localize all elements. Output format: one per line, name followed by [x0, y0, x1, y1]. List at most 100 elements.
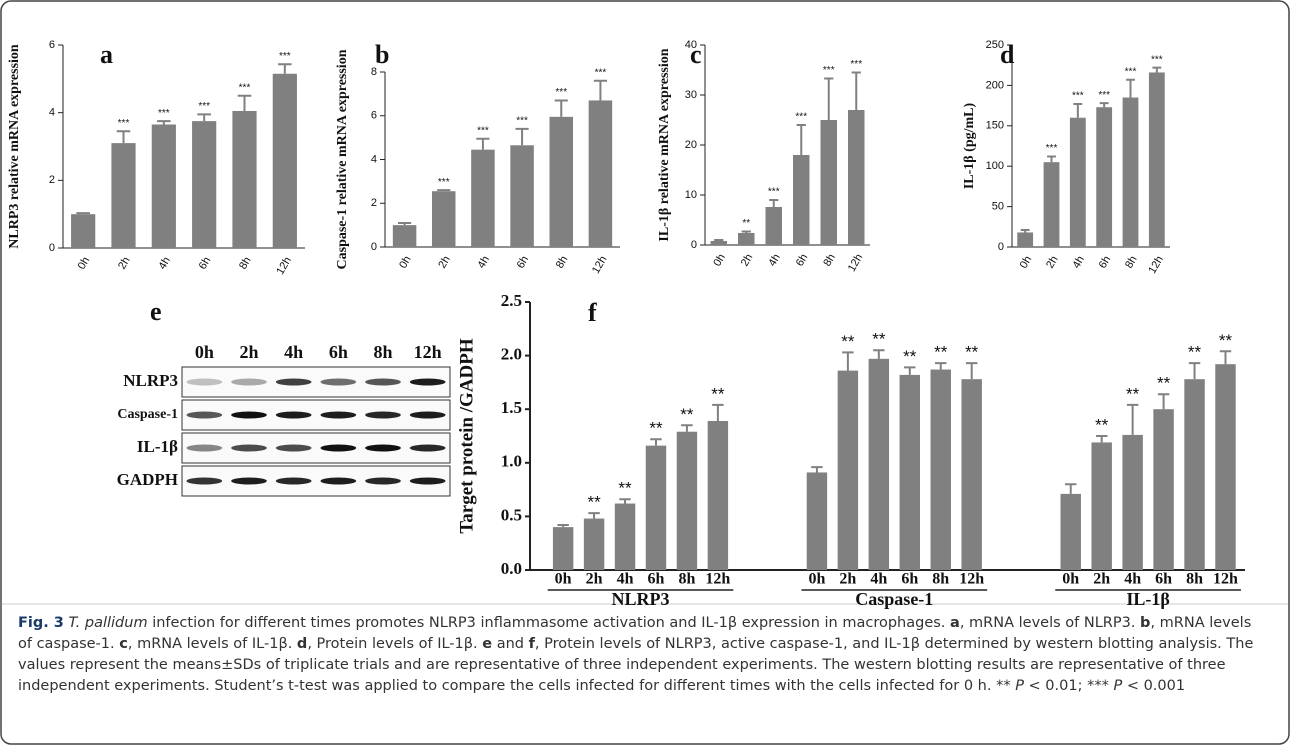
x-tick-label: 12h — [846, 252, 866, 274]
error-bar — [557, 525, 568, 527]
significance-label: ** — [872, 330, 886, 349]
significance-label: ** — [965, 343, 979, 362]
blot-band — [365, 478, 401, 485]
x-tick-label: 6h — [1097, 254, 1114, 271]
y-tick-label: 2 — [371, 197, 377, 209]
x-tick-label: 6h — [1155, 571, 1172, 588]
y-tick-label: 2.5 — [501, 291, 522, 310]
significance-label: ** — [1188, 343, 1202, 362]
significance-label: *** — [555, 87, 567, 98]
caption-text: < 0.001 — [1127, 678, 1185, 694]
x-tick-label: 4h — [870, 571, 887, 588]
significance-label: *** — [158, 108, 170, 119]
x-tick-label: 2h — [586, 571, 603, 588]
bar — [510, 145, 534, 247]
error-bar — [1158, 394, 1169, 409]
y-tick-label: 6 — [371, 110, 377, 122]
blot-band — [320, 379, 356, 386]
error-bar — [157, 121, 171, 124]
panel-label: e — [150, 297, 162, 326]
y-tick-label: 200 — [986, 79, 1004, 91]
blot-strip — [182, 400, 450, 430]
y-tick-label: 1.0 — [501, 452, 522, 471]
x-tick-label: 0h — [1062, 571, 1079, 588]
blot-band — [410, 445, 446, 452]
significance-label: ** — [680, 405, 694, 424]
row-label: GADPH — [117, 470, 178, 489]
x-tick-label: 12h — [590, 254, 610, 276]
significance-label: *** — [279, 51, 291, 62]
error-bar — [476, 139, 489, 150]
significance-label: ** — [903, 347, 917, 366]
group-label: Caspase-1 — [855, 589, 933, 609]
blot-band — [186, 478, 222, 485]
caption-italic: P — [1015, 678, 1024, 694]
bar — [711, 241, 728, 245]
significance-label: ** — [1157, 374, 1171, 393]
y-tick-label: 50 — [992, 201, 1004, 213]
error-bar — [76, 213, 90, 214]
lane-label: 6h — [329, 342, 348, 362]
significance-label: ** — [1095, 415, 1109, 434]
bar — [807, 472, 827, 570]
y-tick-label: 4 — [49, 107, 55, 119]
x-tick-label: 0h — [76, 255, 93, 272]
panel-label: d — [1000, 40, 1015, 69]
caption-text: , Protein levels of IL-1β. — [307, 636, 477, 652]
caption-italic: P — [1113, 678, 1122, 694]
y-axis-label: Target protein /GADPH — [456, 338, 477, 533]
bar — [900, 375, 920, 570]
error-bar — [238, 96, 252, 111]
bar — [589, 100, 613, 247]
blot-strip — [182, 367, 450, 397]
significance-label: *** — [850, 59, 862, 70]
bar — [1215, 364, 1235, 570]
bar — [1096, 107, 1112, 247]
lane-label: 12h — [414, 342, 442, 362]
x-tick-label: 0h — [711, 252, 728, 269]
bar — [708, 421, 728, 570]
error-bar — [1047, 157, 1056, 163]
bar — [961, 379, 981, 570]
x-tick-label: 0h — [397, 254, 414, 271]
y-tick-label: 150 — [986, 120, 1004, 132]
blot-strip — [182, 466, 450, 496]
error-bar — [516, 129, 529, 145]
blot-band — [320, 445, 356, 452]
y-tick-label: 10 — [685, 189, 697, 201]
blot-band — [231, 478, 267, 485]
significance-label: *** — [118, 118, 130, 129]
significance-label: ** — [841, 332, 855, 351]
lane-label: 0h — [195, 342, 214, 362]
y-axis-label: Caspase-1 relative mRNA expression — [335, 49, 350, 269]
x-tick-label: 8h — [932, 571, 949, 588]
significance-label: *** — [438, 177, 450, 188]
bar — [766, 207, 783, 245]
row-label: NLRP3 — [123, 371, 178, 390]
y-axis-label: IL-1β relative mRNA expression — [657, 48, 672, 241]
panel-label: a — [100, 40, 113, 69]
bar — [931, 370, 951, 570]
error-bar — [594, 81, 607, 101]
error-bar — [437, 190, 450, 191]
bar — [111, 143, 135, 248]
x-tick-label: 8h — [1186, 571, 1203, 588]
bar — [232, 111, 256, 248]
x-tick-label: 12h — [1146, 254, 1166, 276]
x-tick-label: 2h — [116, 255, 133, 272]
x-tick-label: 12h — [705, 571, 730, 588]
error-bar — [1100, 103, 1109, 107]
x-tick-label: 4h — [1124, 571, 1141, 588]
bar — [869, 359, 889, 570]
error-bar — [904, 367, 915, 375]
y-tick-label: 0 — [691, 239, 697, 251]
x-tick-label: 4h — [617, 571, 634, 588]
x-tick-label: 8h — [821, 252, 838, 269]
bar — [273, 74, 297, 248]
bar — [848, 110, 865, 245]
x-tick-label: 6h — [515, 254, 532, 271]
caption-text: , mRNA levels of NLRP3. — [960, 615, 1136, 631]
significance-label: *** — [1151, 54, 1163, 65]
blot-band — [320, 478, 356, 485]
error-bar — [852, 73, 861, 111]
